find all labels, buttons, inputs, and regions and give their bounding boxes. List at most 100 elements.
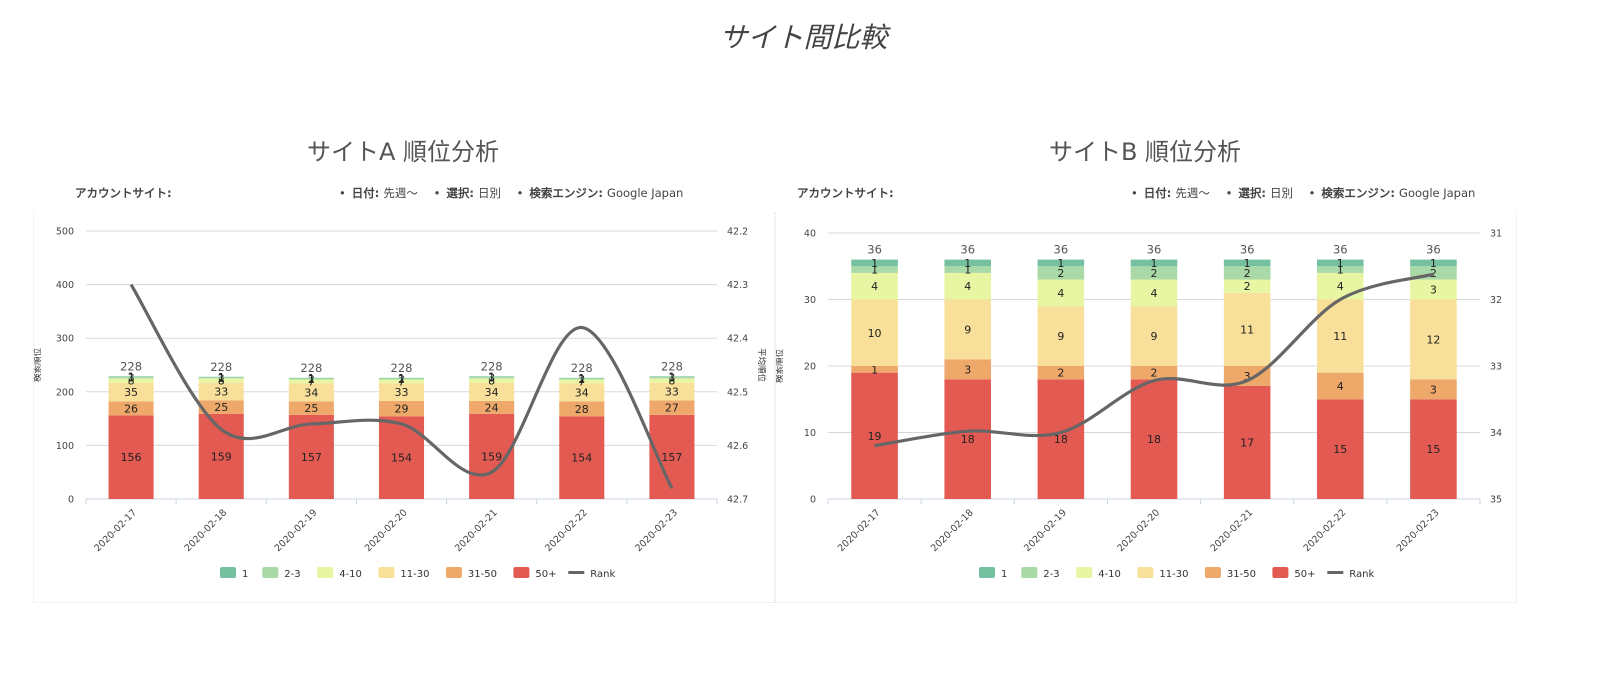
bar-segment-11-30 <box>378 383 425 401</box>
rank-chart-site-a: 0 100 200 300 400 500 42.2 42.3 42.4 42.5 42.6 42.7… <box>32 227 767 581</box>
data-label: 1 <box>128 371 135 384</box>
data-label: 2 <box>1151 267 1158 280</box>
legend-swatch-4-10 <box>1076 567 1093 578</box>
bar-segment-4-10 <box>198 378 244 383</box>
y-tick-label: 20 <box>804 362 816 373</box>
bar-segment-1 <box>1223 259 1271 267</box>
bar-segment-31-50 <box>288 401 334 415</box>
rank-line <box>129 283 674 490</box>
x-tick-label: 2020-02-20 <box>1115 507 1162 554</box>
data-label: 11 <box>1333 330 1347 343</box>
data-label: 7 <box>578 375 585 388</box>
bar-segment-31-50 <box>851 366 898 373</box>
legend-swatch-11-30 <box>378 567 395 578</box>
chart-panel-site-a: サイトA 順位分析 アカウントサイト: • 日付: 先週〜 • 選択: 日別 • 検索エン… <box>32 112 775 603</box>
chart-title: サイトA 順位分析 <box>306 138 500 166</box>
y-tick-label: 300 <box>56 334 74 345</box>
x-tick-label: 2020-02-23 <box>633 507 680 554</box>
bar-segment-50+ <box>1037 379 1085 499</box>
bar-segment-31-50 <box>108 401 154 416</box>
data-label: 1 <box>1337 264 1344 277</box>
bar-segment-2-3 <box>851 266 898 273</box>
data-label: 156 <box>121 451 142 464</box>
data-label: 10 <box>868 327 882 340</box>
chart-area: 0102030403132333435検索順位平均順位2020-02-17202… <box>774 212 1530 603</box>
legend-swatch-50+ <box>1272 567 1289 578</box>
y2-tick-label: 42.4 <box>727 334 748 345</box>
data-label: 1 <box>964 257 971 270</box>
y2-tick-label: 33 <box>1490 362 1502 373</box>
legend-label: 50+ <box>1294 569 1315 580</box>
bar-segment-2-3 <box>1223 266 1271 280</box>
total-label: 36 <box>1147 243 1162 257</box>
bar-segment-11-30 <box>649 382 695 401</box>
y2-tick-label: 42.3 <box>727 280 748 291</box>
x-tick-label: 2020-02-22 <box>1302 507 1349 554</box>
total-label: 228 <box>120 359 142 373</box>
y2-tick-label: 42.2 <box>727 227 748 238</box>
bar-segment-2-3 <box>1317 266 1364 273</box>
total-label: 36 <box>867 243 882 257</box>
bar-segment-31-50 <box>559 401 605 417</box>
total-label: 36 <box>1054 243 1069 257</box>
legend-swatch-2-3 <box>262 567 279 578</box>
data-label: 9 <box>1057 330 1064 343</box>
legend-label: 50+ <box>535 569 556 580</box>
x-tick-label: 2020-02-18 <box>183 507 230 554</box>
data-label: 26 <box>124 402 138 415</box>
y-axis-title: 検索順位 <box>34 348 43 383</box>
data-label: 18 <box>1054 433 1068 446</box>
bar-segment-31-50 <box>1317 372 1364 400</box>
bar-segment-31-50 <box>198 400 244 414</box>
data-label: 33 <box>395 386 409 399</box>
account-site-label: アカウントサイト: <box>75 186 172 200</box>
bar-segment-4-10 <box>1037 279 1085 307</box>
legend-swatch-50+ <box>513 567 530 578</box>
legend-label: Rank <box>1349 569 1374 580</box>
bar-segment-1 <box>1130 259 1178 267</box>
data-label: 7 <box>308 375 315 388</box>
data-label: 1 <box>218 371 225 384</box>
data-label: 4 <box>871 280 878 293</box>
bar-segment-11-30 <box>198 382 244 401</box>
total-label: 228 <box>661 359 683 373</box>
total-label: 228 <box>571 361 593 375</box>
data-label: 3 <box>128 372 135 385</box>
x-tick-label: 2020-02-19 <box>273 507 320 554</box>
legend-label: 11-30 <box>1159 569 1188 580</box>
x-tick-label: 2020-02-22 <box>543 507 590 554</box>
bar-segment-11-30 <box>1223 292 1271 366</box>
y2-tick-label: 32 <box>1490 295 1502 306</box>
bar-segment-11-30 <box>559 383 605 402</box>
data-label: 29 <box>395 403 409 416</box>
y-tick-label: 40 <box>804 229 816 240</box>
bar-segment-11-30 <box>1410 299 1457 380</box>
bar-segment-1 <box>1317 259 1364 267</box>
data-label: 2 <box>1430 267 1437 280</box>
legend-label: 2-3 <box>1043 569 1059 580</box>
bar-segment-31-50 <box>944 359 991 380</box>
account-site-label: アカウントサイト: <box>797 186 894 200</box>
y-tick-label: 0 <box>68 495 74 506</box>
data-label: 157 <box>301 451 322 464</box>
y-axis-title: 検索順位 <box>776 349 785 384</box>
legend-label: 4-10 <box>1098 569 1121 580</box>
data-label: 34 <box>304 386 318 399</box>
data-label: 3 <box>668 372 675 385</box>
x-tick-label: 2020-02-23 <box>1395 507 1442 554</box>
data-label: 1 <box>871 257 878 270</box>
data-label: 25 <box>214 401 228 414</box>
data-label: 1 <box>1337 257 1344 270</box>
x-tick-label: 2020-02-21 <box>453 507 500 554</box>
legend-label: 2-3 <box>284 569 300 580</box>
data-label: 33 <box>214 386 228 399</box>
filter-info: • 日付: 先週〜 • 選択: 日別 • 検索エンジン: Google Japan <box>339 186 684 200</box>
bar-segment-31-50 <box>378 400 425 417</box>
bar-segment-31-50 <box>649 400 695 415</box>
data-label: 27 <box>665 402 679 415</box>
data-label: 8 <box>668 375 675 388</box>
data-label: 1 <box>1057 257 1064 270</box>
bar-segment-2-3 <box>198 377 244 379</box>
data-label: 2 <box>218 372 225 385</box>
data-label: 2 <box>1244 280 1251 293</box>
